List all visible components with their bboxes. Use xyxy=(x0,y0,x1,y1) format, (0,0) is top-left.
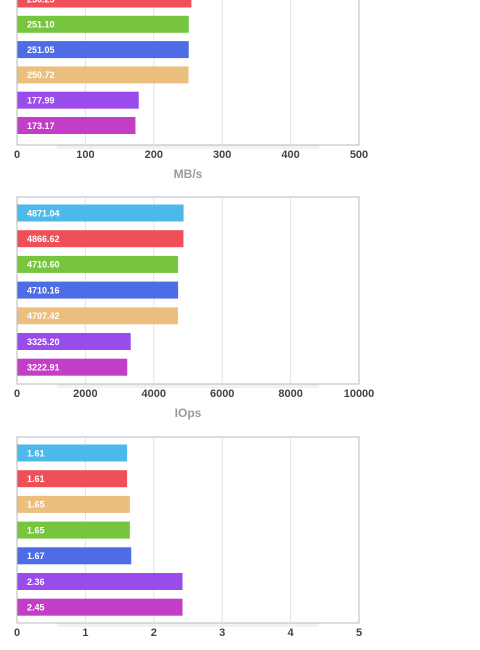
bar-value-label: 4710.16 xyxy=(27,285,60,295)
x-tick-label: 500 xyxy=(350,149,368,161)
bar-value-label: 1.65 xyxy=(27,500,45,510)
bar-value-label: 4866.62 xyxy=(27,234,60,244)
bar-value-label: 2.45 xyxy=(27,603,45,613)
bar xyxy=(17,91,139,109)
bar xyxy=(17,0,192,8)
bar-value-label: 1.67 xyxy=(27,551,45,561)
x-tick-label: 4 xyxy=(288,627,295,639)
x-tick-label: 300 xyxy=(213,149,231,161)
chart-panel-1: 250.25 251.10 251.05 250.72 177.99 173.17 0 100… xyxy=(14,0,368,181)
bar-value-label: 173.17 xyxy=(27,121,55,131)
bar xyxy=(17,470,128,488)
bar xyxy=(17,15,189,33)
bar-value-label: 4707.42 xyxy=(27,311,60,321)
bar xyxy=(17,204,184,222)
bar-value-label: 4710.60 xyxy=(27,260,60,270)
x-tick-label: 5 xyxy=(356,627,362,639)
bar-value-label: 1.61 xyxy=(27,474,45,484)
bar xyxy=(17,41,189,59)
bar-value-label: 177.99 xyxy=(27,96,55,106)
chart-panel-3: 1.61 1.61 1.65 1.65 1.67 2.36 2.45 0 1 2 3 4 5 xyxy=(14,436,362,639)
bar xyxy=(17,230,184,248)
bar xyxy=(17,495,130,513)
x-tick-label: 3 xyxy=(219,627,225,639)
bar xyxy=(17,307,178,325)
x-tick-label: 6000 xyxy=(210,388,234,400)
x-tick-label: 2 xyxy=(151,627,157,639)
bar-value-label: 3325.20 xyxy=(27,337,60,347)
bar xyxy=(17,281,179,299)
x-tick-label: 4000 xyxy=(142,388,166,400)
bar xyxy=(17,573,183,590)
bar-value-label: 1.61 xyxy=(27,448,45,458)
x-tick-label: 0 xyxy=(14,149,20,161)
bar-value-label: 4871.04 xyxy=(27,208,60,218)
bar-value-label: 2.36 xyxy=(27,577,45,587)
x-tick-label: 400 xyxy=(281,149,299,161)
bar xyxy=(17,521,130,539)
frame-shadow xyxy=(57,145,319,149)
bar-value-label: 250.72 xyxy=(27,70,55,80)
bar-value-label: 3222.91 xyxy=(27,363,60,373)
bar xyxy=(17,66,189,84)
bar xyxy=(17,255,179,273)
x-tick-label: 1 xyxy=(82,627,88,639)
x-tick-label: 10000 xyxy=(344,388,375,400)
chart-panel-2: 4871.04 4866.62 4710.60 4710.16 4707.42 3325.… xyxy=(14,196,375,420)
bar-value-label: 250.25 xyxy=(27,0,55,4)
x-tick-label: 2000 xyxy=(73,388,97,400)
x-tick-label: 8000 xyxy=(278,388,302,400)
bar xyxy=(17,117,136,134)
bar-value-label: 251.10 xyxy=(27,20,55,30)
x-axis-title: IOps xyxy=(175,406,202,420)
bar-value-label: 251.05 xyxy=(27,45,55,55)
bar-value-label: 1.65 xyxy=(27,525,45,535)
x-tick-label: 0 xyxy=(14,627,20,639)
x-axis-title: MB/s xyxy=(174,167,203,181)
bar xyxy=(17,444,128,462)
bar xyxy=(17,333,131,350)
x-tick-label: 100 xyxy=(76,149,94,161)
bar xyxy=(17,598,183,616)
frame-shadow xyxy=(57,384,319,388)
x-tick-label: 200 xyxy=(145,149,163,161)
bar xyxy=(17,358,128,376)
frame-shadow xyxy=(57,623,319,627)
x-tick-label: 0 xyxy=(14,388,20,400)
bar xyxy=(17,547,132,565)
